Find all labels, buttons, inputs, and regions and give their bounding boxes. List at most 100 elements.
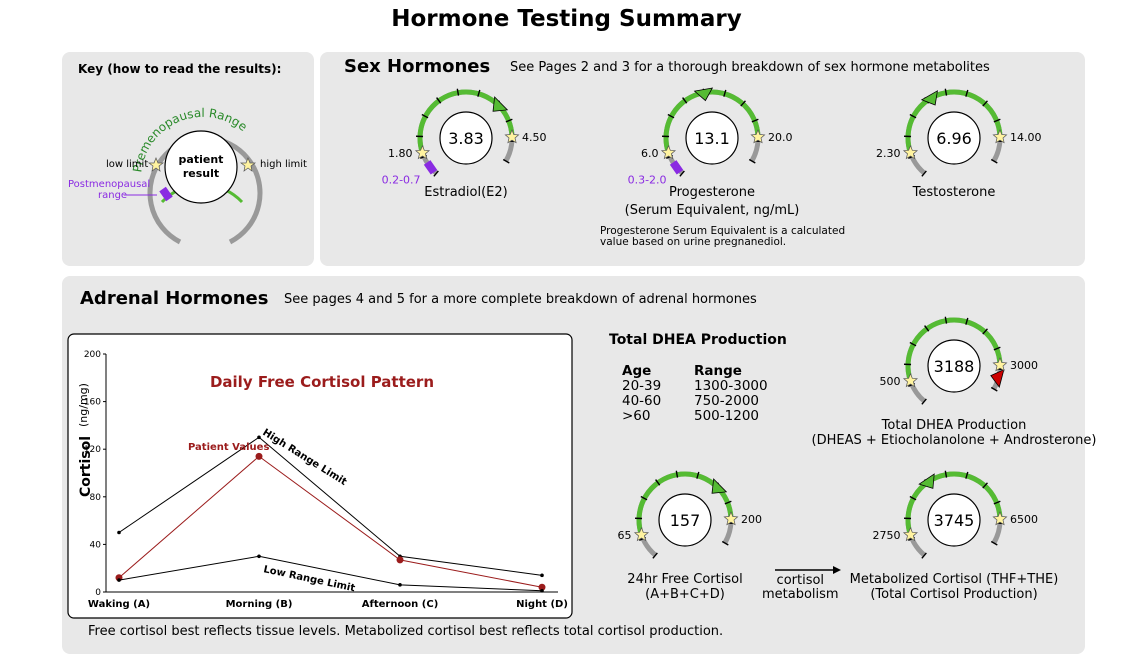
high-star-icon — [239, 157, 257, 172]
y-tick-label: 0 — [95, 588, 101, 598]
series-point — [257, 554, 261, 559]
key-low: low limit — [106, 159, 148, 170]
sex-0-low: 1.80 — [388, 147, 413, 160]
sex-0-label: Estradiol(E2) — [316, 184, 616, 202]
note-line-2: value based on urine pregnanediol. — [600, 236, 787, 248]
y-tick-label: 200 — [84, 350, 101, 360]
sex-1-value: 13.1 — [694, 129, 730, 148]
arrow-label-1: cortisol — [776, 573, 825, 588]
patient-label: Patient Values — [188, 442, 269, 453]
range-age: 40-60 — [622, 393, 662, 409]
range-value: 750-2000 — [694, 393, 759, 409]
y-tick-label: 80 — [90, 493, 102, 503]
key-gauge: Premenopausal Range patient result low l… — [68, 106, 307, 245]
series-point — [396, 556, 404, 564]
y-tick-label: 40 — [90, 540, 102, 550]
sex-1-name: Progesterone — [669, 185, 755, 200]
adrenal-2-name: Metabolized Cortisol (THF+THE) — [849, 572, 1059, 587]
sex-1-label: Progesterone (Serum Equivalent, ng/mL) — [562, 184, 862, 220]
sex-note: Progesterone Serum Equivalent is a calcu… — [600, 226, 845, 248]
y-tick-label: 160 — [84, 398, 101, 408]
adrenal-0-high: 3000 — [1010, 359, 1038, 372]
key-panel: Key (how to read the results): Premenopa… — [62, 52, 314, 266]
post-marker-icon — [159, 186, 173, 202]
adrenal-heading: Adrenal Hormones — [80, 288, 269, 309]
series-line-1 — [118, 455, 543, 588]
sex-heading: Sex Hormones — [344, 56, 491, 77]
key-high: high limit — [260, 159, 307, 170]
sex-0-high: 4.50 — [522, 131, 547, 144]
sex-0-name: Estradiol(E2) — [424, 185, 508, 200]
page-title: Hormone Testing Summary — [391, 6, 742, 32]
sex-0-low-star-icon — [414, 144, 430, 160]
sex-2-name: Testosterone — [912, 185, 996, 200]
sex-subtitle: See Pages 2 and 3 for a thorough breakdo… — [510, 60, 990, 75]
range-value: 500-1200 — [694, 408, 759, 424]
sex-1-low-star-icon — [660, 144, 676, 160]
adrenal-1-high: 200 — [741, 513, 762, 526]
footer-note: Free cortisol best reflects tissue level… — [88, 624, 724, 639]
adrenal-0-label: Total DHEA Production (DHEAS + Etiocholan… — [804, 418, 1104, 448]
sex-2-pointer-icon — [920, 90, 938, 106]
adrenal-0-pointer-icon — [990, 368, 1005, 389]
sex-1-post: 0.3-2.0 — [628, 173, 667, 186]
series-point — [398, 583, 402, 587]
arrow-icon — [775, 566, 841, 574]
chart-ylabel: Cortisol — [78, 436, 94, 497]
range-age: 20-39 — [622, 378, 662, 394]
series-point — [117, 530, 121, 535]
arrow-label-2: metabolism — [762, 587, 839, 602]
adrenal-2-low: 2750 — [872, 529, 900, 542]
sex-0-post: 0.2-0.7 — [382, 173, 421, 186]
y-tick-label: 120 — [84, 445, 101, 455]
adrenal-1-label: 24hr Free Cortisol (A+B+C+D) — [535, 572, 835, 602]
adrenal-2-high-star-icon — [992, 511, 1008, 526]
adrenal-0-high-star-icon — [992, 357, 1008, 372]
x-tick-label: Morning (B) — [226, 599, 293, 610]
sex-1-high-star-icon — [750, 129, 766, 144]
adrenal-1-pointer-icon — [711, 478, 728, 494]
adrenal-2-sub: (Total Cortisol Production) — [870, 587, 1038, 602]
range-row: 20-39 1300-3000 — [622, 379, 768, 394]
series-point — [117, 578, 121, 582]
sex-2-gauge: 6.96 2.30 14.00 — [876, 88, 1041, 177]
adrenal-1-sub: (A+B+C+D) — [645, 587, 725, 602]
adrenal-0-gauge: 3188 500 3000 — [879, 316, 1038, 405]
adrenal-1-name: 24hr Free Cortisol — [627, 572, 743, 587]
chart-yunit: (ng/mg) — [77, 383, 90, 427]
range-header: Range — [694, 363, 742, 379]
series-point — [255, 452, 263, 460]
age-header: Age — [622, 363, 652, 379]
adrenal-2-label: Metabolized Cortisol (THF+THE) (Total Cor… — [804, 572, 1104, 602]
sex-0-gauge: 3.83 1.80 4.50 0.2-0.7 — [382, 88, 547, 186]
adrenal-0-sub: (DHEAS + Etiocholanolone + Androsterone) — [811, 433, 1097, 448]
series-point — [540, 589, 544, 593]
adrenal-1-high-star-icon — [723, 511, 739, 526]
sex-1-high: 20.0 — [768, 131, 793, 144]
x-tick-label: Night (D) — [516, 599, 568, 610]
sex-0-post-marker-icon — [423, 160, 438, 175]
adrenal-2-low-star-icon — [902, 526, 918, 542]
adrenal-1-gauge: 157 65 200 — [617, 470, 762, 559]
adrenal-1-low-star-icon — [633, 526, 649, 542]
sex-0-value: 3.83 — [448, 129, 484, 148]
adrenal-subtitle: See pages 4 and 5 for a more complete br… — [284, 292, 757, 307]
sex-1-pointer-icon — [693, 87, 714, 102]
dhea-table: Age Range 20-39 1300-3000 40-60 750-2000 >60… — [622, 364, 768, 424]
sex-2-value: 6.96 — [936, 129, 972, 148]
low-star-icon — [147, 157, 165, 172]
sex-2-label: Testosterone — [804, 184, 1104, 202]
range-value: 1300-3000 — [694, 378, 768, 394]
sex-1-gauge: 13.1 6.0 20.0 0.3-2.0 — [628, 87, 793, 186]
series-line-0 — [118, 436, 543, 576]
series-point — [538, 583, 546, 591]
adrenal-1-low: 65 — [617, 529, 631, 542]
sex-1-low: 6.0 — [641, 147, 659, 160]
key-center-2: result — [183, 167, 219, 180]
range-row: >60 500-1200 — [622, 409, 768, 424]
chart-title: Daily Free Cortisol Pattern — [210, 373, 434, 391]
adrenal-0-name: Total DHEA Production — [881, 418, 1027, 433]
adrenal-2-high: 6500 — [1010, 513, 1038, 526]
sex-2-low: 2.30 — [876, 147, 901, 160]
key-post-2: range — [98, 190, 127, 201]
